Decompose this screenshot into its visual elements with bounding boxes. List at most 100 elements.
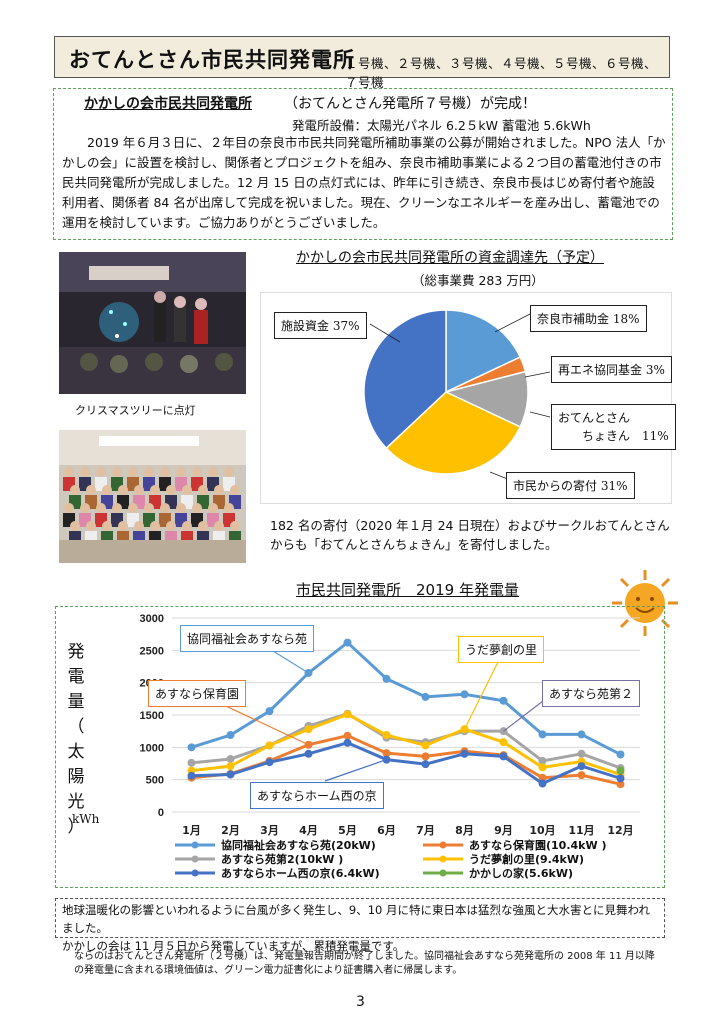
- data-point: [421, 752, 430, 761]
- person-head: [64, 467, 74, 477]
- sun-icon: [612, 570, 678, 636]
- callout-asunara-en: 協同福祉会あすなら苑: [180, 625, 315, 652]
- x-tick-label: 1月: [182, 824, 201, 837]
- data-point: [382, 749, 391, 758]
- person-head: [150, 485, 160, 495]
- data-point: [499, 696, 508, 705]
- summary-line2: かかしの会は 11 月５日から発電していますが、累積発電量です。: [62, 939, 405, 953]
- news-box: かかしの会市民共同発電所 （おてんとさん発電所７号機）が完成！ 発電所設備：太陽…: [53, 88, 673, 240]
- person-head: [112, 503, 122, 513]
- person-head: [134, 521, 144, 531]
- data-point: [226, 770, 235, 779]
- data-point: [460, 749, 469, 758]
- pie-label-chokin-line2: ちょきん 11%: [582, 429, 669, 443]
- data-point: [499, 752, 508, 761]
- person-head: [128, 503, 138, 513]
- data-point: [187, 771, 196, 780]
- legend-label: かかしの家(5.6kW): [469, 866, 573, 880]
- callout-leader: [463, 657, 501, 730]
- chart-title: 市民共同発電所 2019 年発電量: [296, 581, 519, 599]
- data-point: [577, 749, 586, 758]
- news-spec: 発電所設備：太陽光パネル 6.2５kW 蓄電池 5.6kWh: [292, 118, 591, 133]
- person-head: [192, 467, 202, 477]
- pie-note: 182 名の寄付（2020 年１月 24 日現在）およびサークルおてんとさんから…: [270, 518, 670, 552]
- news-title: かかしの会市民共同発電所: [84, 96, 252, 112]
- person-head: [102, 485, 112, 495]
- legend-label: あすなら苑第2(10kW ): [221, 852, 343, 866]
- data-point: [187, 743, 196, 752]
- data-point: [343, 738, 352, 747]
- generation-line-chart: 050010001500200025003000 1月2月3月4月5月6月7月8…: [140, 613, 640, 880]
- pie-label-chokin: おてんとさん ちょきん 11%: [551, 404, 676, 450]
- person-head: [230, 485, 240, 495]
- y-axis-label-char: 電: [67, 667, 85, 687]
- series-line: [191, 712, 621, 776]
- data-point: [226, 731, 235, 740]
- pie-label-nara: 奈良市補助金 18%: [530, 305, 647, 332]
- person-head: [134, 485, 144, 495]
- data-point: [304, 740, 313, 749]
- legend-marker: [191, 869, 199, 877]
- person-head: [86, 485, 96, 495]
- person-head: [182, 521, 192, 531]
- x-tick-label: 2月: [221, 824, 240, 837]
- person-head: [102, 521, 112, 531]
- person-head: [118, 521, 128, 531]
- group-photo: [59, 430, 246, 563]
- funding-pie-chart: [363, 309, 551, 483]
- pie-slice: [445, 309, 522, 394]
- pie-frame: [260, 292, 672, 504]
- person-head: [150, 521, 160, 531]
- person-head: [182, 485, 192, 495]
- person-head: [64, 503, 74, 513]
- person-head: [96, 467, 106, 477]
- x-tick-label: 7月: [416, 824, 435, 837]
- y-axis-label-char: 量: [67, 692, 85, 712]
- legend-marker: [439, 855, 447, 863]
- y-tick-label: 2500: [140, 645, 164, 657]
- y-tick-label: 1500: [140, 710, 164, 722]
- pie-label-chokin-line1: おてんとさん: [558, 411, 631, 425]
- person-head: [112, 467, 122, 477]
- legend-label: うだ夢創の里(9.4kW): [469, 852, 584, 866]
- person-head: [214, 521, 224, 531]
- data-point: [304, 725, 313, 734]
- pie-slice: [385, 391, 522, 475]
- unit-list: １号機、２号機、３号機、４号機、５号機、６号機、７号機: [345, 56, 658, 90]
- person-head: [144, 467, 154, 477]
- data-point: [382, 674, 391, 683]
- chart-box: [55, 606, 665, 888]
- legend-marker: [191, 855, 199, 863]
- footnote: ならのはおてんとさん発電所（２号機）は、発電量報告期間が終了しました。協同福祉会…: [74, 951, 655, 976]
- data-point: [304, 749, 313, 758]
- y-axis-unit: kWh: [72, 812, 100, 826]
- data-point: [577, 762, 586, 771]
- data-point: [577, 730, 586, 739]
- y-axis-label-char: ）: [67, 817, 85, 837]
- person-head: [118, 485, 128, 495]
- legend-marker: [191, 841, 199, 849]
- summary-box: 地球温暖化の影響といわれるように台風が多く発生し、9、10 月に特に東日本は猛烈…: [55, 898, 665, 953]
- person-head: [160, 503, 170, 513]
- news-body: 2019 年６月３日に、２年目の奈良市市民共同発電所補助事業の公募が開始されまし…: [62, 135, 666, 230]
- y-tick-label: 3000: [140, 613, 164, 625]
- x-tick-label: 3月: [260, 824, 279, 837]
- person-head: [166, 521, 176, 531]
- data-point: [265, 707, 274, 716]
- x-tick-label: 12月: [607, 824, 633, 837]
- series-line: [191, 641, 622, 756]
- person-head: [96, 503, 106, 513]
- person-head: [208, 503, 218, 513]
- data-point: [343, 731, 352, 740]
- person-head: [176, 503, 186, 513]
- person-head: [70, 485, 80, 495]
- x-tick-label: 4月: [299, 824, 318, 837]
- x-tick-label: 5月: [338, 824, 357, 837]
- person-head: [80, 467, 90, 477]
- data-point: [265, 758, 274, 767]
- photo-caption: クリスマスツリーに点灯: [75, 404, 196, 417]
- callout-uda: うだ夢創の里: [458, 636, 545, 663]
- pie-slice: [363, 309, 447, 450]
- x-tick-label: 6月: [377, 824, 396, 837]
- person-head: [214, 485, 224, 495]
